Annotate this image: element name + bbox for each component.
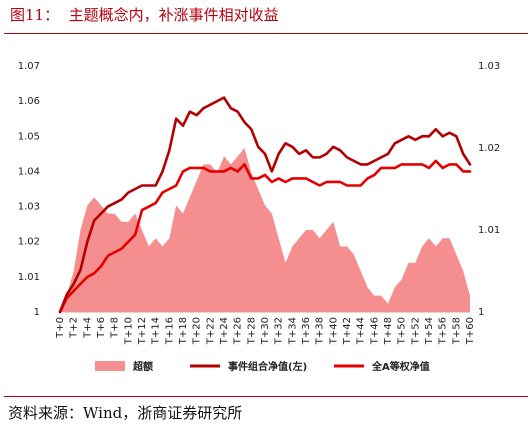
x-tick-label: T+34 bbox=[287, 317, 298, 345]
y-left-tick-label: 1 bbox=[34, 307, 40, 318]
x-tick-label: T+20 bbox=[192, 317, 203, 345]
x-tick-label: T+50 bbox=[397, 317, 408, 345]
series-area-excess bbox=[60, 148, 470, 312]
series-line-all-a bbox=[58, 159, 472, 314]
series-line-event-portfolio bbox=[58, 96, 472, 314]
x-tick-label: T+52 bbox=[410, 317, 421, 345]
x-tick-label: T+38 bbox=[315, 317, 326, 345]
y-left-tick-label: 1.06 bbox=[18, 96, 40, 107]
source-rule bbox=[4, 396, 528, 397]
x-tick-label: T+18 bbox=[178, 317, 189, 345]
x-tick-label: T+58 bbox=[451, 317, 462, 345]
x-tick-label: T+28 bbox=[246, 317, 257, 345]
x-tick-label: T+0 bbox=[55, 317, 66, 339]
y-right-tick-label: 1.03 bbox=[478, 61, 500, 72]
x-tick-label: T+42 bbox=[342, 317, 353, 345]
lines-group bbox=[58, 96, 472, 314]
x-tick-label: T+8 bbox=[110, 317, 121, 339]
x-tick-label: T+24 bbox=[219, 317, 230, 345]
x-tick-label: T+30 bbox=[260, 317, 271, 345]
legend-event-label: 事件组合净值(左) bbox=[228, 360, 307, 373]
x-tick-label: T+12 bbox=[137, 317, 148, 345]
x-tick-label: T+14 bbox=[151, 317, 162, 345]
x-tick-label: T+40 bbox=[328, 317, 339, 345]
x-tick-label: T+16 bbox=[164, 317, 175, 345]
y-left-tick-label: 1.07 bbox=[18, 61, 40, 72]
x-tick-label: T+32 bbox=[274, 317, 285, 345]
x-tick-label: T+44 bbox=[356, 317, 367, 345]
figure-title: 图11： 主题概念内，补涨事件相对收益 bbox=[10, 6, 279, 24]
chart: 1 1.01 1.02 1.03 1.04 1.05 1.06 1.07 1 1.01 1.02 1.… bbox=[18, 61, 501, 373]
x-tick-label: T+2 bbox=[69, 317, 80, 339]
y-left-tick-label: 1.05 bbox=[18, 131, 40, 142]
title-rule bbox=[4, 33, 528, 34]
y-right-tick-label: 1.01 bbox=[478, 225, 500, 236]
x-tick-label: T+6 bbox=[96, 317, 107, 339]
x-tick-label: T+36 bbox=[301, 317, 312, 345]
legend-excess-swatch bbox=[95, 361, 125, 371]
x-tick-label: T+22 bbox=[205, 317, 216, 345]
x-tick-label: T+54 bbox=[424, 317, 435, 345]
excess-area-group bbox=[60, 148, 470, 312]
legend: 超额 事件组合净值(左) 全A等权净值 bbox=[95, 360, 430, 373]
x-tick-label: T+56 bbox=[438, 317, 449, 345]
y-left-tick-label: 1.03 bbox=[18, 202, 40, 213]
chart-axes: 1 1.01 1.02 1.03 1.04 1.05 1.06 1.07 1 1.01 1.02 1.… bbox=[18, 61, 501, 345]
y-left-tick-label: 1.01 bbox=[18, 272, 40, 283]
x-tick-label: T+46 bbox=[369, 317, 380, 345]
x-tick-label: T+60 bbox=[465, 317, 476, 345]
y-left-tick-label: 1.02 bbox=[18, 237, 40, 248]
legend-all-a-label: 全A等权净值 bbox=[371, 360, 430, 373]
x-tick-label: T+48 bbox=[383, 317, 394, 345]
y-right-tick-label: 1.02 bbox=[478, 143, 500, 154]
x-tick-label: T+10 bbox=[123, 317, 134, 345]
x-tick-label: T+26 bbox=[233, 317, 244, 345]
y-left-tick-label: 1.04 bbox=[18, 166, 40, 177]
x-tick-label: T+4 bbox=[82, 317, 93, 339]
legend-excess-label: 超额 bbox=[132, 360, 153, 373]
y-right-tick-label: 1 bbox=[478, 307, 484, 318]
source-note: 资料来源：Wind，浙商证券研究所 bbox=[8, 404, 243, 422]
